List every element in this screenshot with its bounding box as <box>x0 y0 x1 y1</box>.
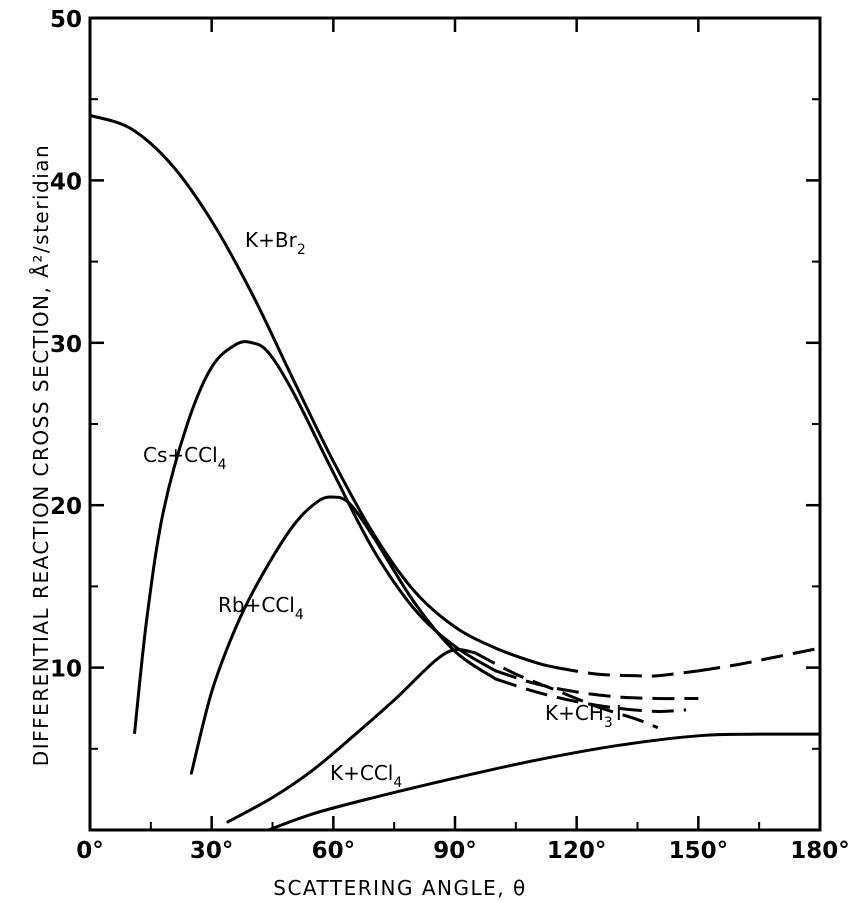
plot-frame <box>88 16 822 832</box>
series-k-br2-dashed <box>556 666 699 678</box>
label-k-br2: K+Br2 <box>245 228 306 258</box>
x-tick-label: 90° <box>433 838 477 864</box>
ticks: 0° 30° 60° 90° 120° 150° 180° 10 20 30 40 50 <box>50 7 850 864</box>
x-tick-label: 60° <box>312 838 356 864</box>
series-cs-ccl4-dashed <box>495 669 699 701</box>
series-k-ch3i-solid <box>266 732 822 832</box>
label-k-ccl4: K+CCl4 <box>330 761 402 791</box>
curve-labels: K+Br2 Cs+CCl4 Rb+CCl4 K+CCl4 K+CH3 I <box>143 228 622 791</box>
label-k-ch3i: K+CH3 I <box>545 701 622 731</box>
series-cs-ccl4-solid <box>133 340 498 735</box>
y-tick-label: 30 <box>50 332 82 358</box>
y-tick-label: 50 <box>50 7 82 33</box>
y-tick-label: 40 <box>50 169 82 195</box>
series-k-ccl4-dashed <box>474 651 659 730</box>
x-tick-label: 30° <box>190 838 234 864</box>
series-k-br2-dashed-tail <box>698 646 821 673</box>
series-k-br2-solid <box>88 113 558 670</box>
x-axis-label: SCATTERING ANGLE, θ <box>273 876 527 900</box>
label-cs-ccl4: Cs+CCl4 <box>143 443 227 473</box>
series-rb-ccl4-solid <box>189 495 498 775</box>
axes <box>88 16 822 832</box>
label-rb-ccl4: Rb+CCl4 <box>218 593 304 623</box>
x-tick-label: 0° <box>76 838 104 864</box>
x-tick-label: 150° <box>669 838 729 864</box>
x-tick-label: 180° <box>790 838 850 864</box>
y-tick-label: 10 <box>50 657 82 683</box>
y-tick-label: 20 <box>50 494 82 520</box>
series-k-ccl4-solid <box>226 647 477 824</box>
y-axis-label: DIFFERENTIAL REACTION CROSS SECTION, Å²/… <box>29 144 53 766</box>
x-tick-label: 120° <box>547 838 607 864</box>
curves <box>88 113 822 832</box>
